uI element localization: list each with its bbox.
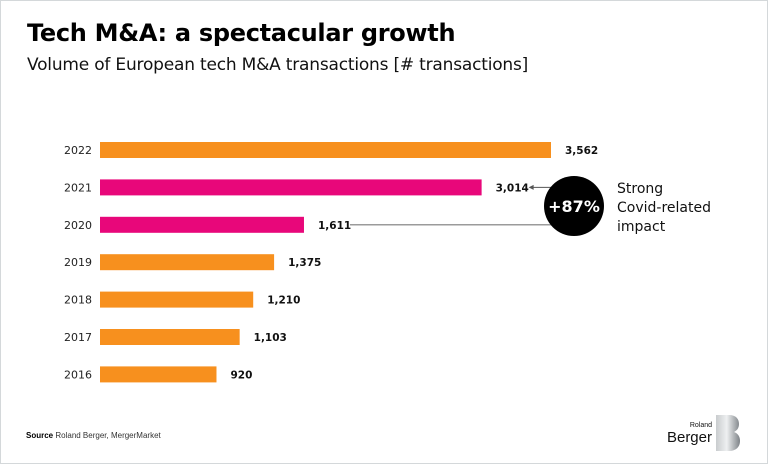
bar-2016 xyxy=(100,366,217,383)
value-label: 1,375 xyxy=(288,257,321,269)
category-label: 2021 xyxy=(64,181,92,194)
logo-line1: Roland xyxy=(689,422,712,429)
arrow-head-icon xyxy=(528,184,534,190)
growth-badge xyxy=(544,176,604,236)
chart-subtitle: Volume of European tech M&A transactions… xyxy=(27,55,529,75)
bar-2020 xyxy=(100,216,304,233)
category-label: 2016 xyxy=(64,368,92,381)
value-label: 3,014 xyxy=(496,182,529,194)
annotation-text-line: Covid-related xyxy=(617,200,711,216)
logo-line2: Berger xyxy=(666,429,712,446)
value-label: 1,103 xyxy=(254,332,287,344)
value-label: 1,210 xyxy=(267,295,300,307)
value-label: 3,562 xyxy=(565,145,598,157)
growth-badge-text: +87% xyxy=(548,197,600,216)
annotation-text-line: Strong xyxy=(617,181,663,197)
bar-2019 xyxy=(100,254,275,271)
value-label: 920 xyxy=(230,369,252,381)
category-label: 2019 xyxy=(64,256,92,269)
category-label: 2018 xyxy=(64,294,92,307)
bar-2021 xyxy=(100,179,482,196)
category-label: 2017 xyxy=(64,331,92,344)
chart-title: Tech M&A: a spectacular growth xyxy=(27,19,456,47)
value-label: 1,611 xyxy=(318,220,351,232)
logo-b-icon xyxy=(716,415,740,451)
bar-2022 xyxy=(100,142,551,158)
category-label: 2020 xyxy=(64,219,92,232)
source-label: Source xyxy=(26,431,54,440)
category-label: 2022 xyxy=(64,144,92,157)
roland-berger-logo: Roland Berger xyxy=(666,414,750,451)
bar-2017 xyxy=(100,329,240,345)
source-note: Source Roland Berger, MergerMarket xyxy=(26,431,161,440)
annotation-text-line: impact xyxy=(617,219,666,235)
bar-2018 xyxy=(100,291,254,308)
source-text: Roland Berger, MergerMarket xyxy=(55,431,161,440)
